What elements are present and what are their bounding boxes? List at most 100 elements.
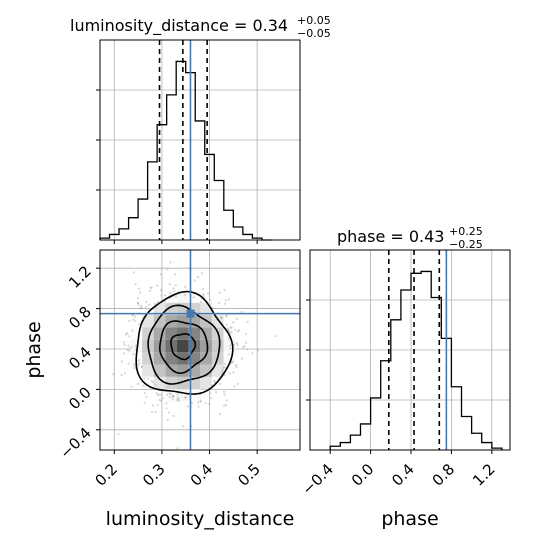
scatter-point [123, 343, 126, 346]
scatter-point [223, 362, 226, 365]
lumdist-histogram-step [99, 60, 272, 241]
scatter-point [222, 390, 226, 393]
scatter-point [171, 394, 174, 397]
scatter-point [140, 306, 143, 309]
scatter-point [160, 393, 163, 396]
scatter-point [207, 292, 210, 295]
histogram-layer [99, 60, 503, 450]
scatter-point [156, 300, 160, 303]
scatter-point [123, 372, 126, 375]
scatter-point [229, 326, 232, 329]
scatter-point [150, 411, 154, 414]
density-cell [223, 327, 236, 340]
density-cell [130, 339, 143, 353]
scatter-point [199, 399, 202, 402]
scatter-point [224, 299, 228, 302]
phase-xtick-label-0: −0.4 [299, 460, 337, 498]
scatter-point [137, 304, 140, 307]
scatter-point [221, 369, 224, 372]
joint-truth-marker [186, 309, 195, 318]
scatter-point [201, 288, 204, 291]
title-phase-label: phase [337, 227, 385, 246]
density-cell [153, 364, 166, 377]
scatter-point [233, 385, 236, 388]
scatter-point [166, 268, 169, 271]
scatter-point [231, 360, 235, 363]
density-cell [188, 389, 201, 402]
scatter-point [137, 363, 140, 366]
scatter-point [137, 287, 140, 290]
joint-ytick-label-3: 0.8 [65, 303, 95, 333]
scatter-point [137, 297, 140, 300]
scatter-point [143, 377, 146, 380]
density-cell [200, 327, 212, 340]
scatter-point [237, 330, 240, 333]
density-cell [211, 339, 224, 353]
scatter-point [159, 273, 162, 276]
scatter-point [154, 411, 157, 414]
scatter-point [163, 300, 166, 303]
scatter-point [241, 357, 244, 360]
phase-bin-15 [482, 443, 492, 450]
joint-xtick-label-0: 0.2 [92, 460, 122, 490]
density-cell [177, 290, 189, 303]
scatter-point [150, 286, 153, 289]
phase-bin-13 [462, 417, 472, 450]
title-phase-value: 0.43 [409, 227, 445, 246]
density-cell [200, 376, 212, 390]
lumdist-bin-5 [148, 162, 158, 240]
scatter-point [223, 373, 226, 376]
scatter-point [234, 328, 237, 331]
density-cell [188, 364, 201, 377]
phase-xtick-label-1: 0.0 [348, 460, 378, 490]
scatter-point [176, 447, 179, 450]
scatter-point [134, 315, 137, 318]
scatter-point [220, 316, 223, 319]
scatter-point [172, 395, 175, 398]
scatter-point [167, 411, 170, 414]
scatter-point [134, 345, 138, 348]
scatter-point [225, 314, 228, 317]
scatter-point [149, 289, 152, 292]
scatter-point [138, 323, 141, 326]
scatter-point [225, 315, 228, 318]
contour-3 [135, 290, 234, 395]
density-cell [211, 315, 224, 328]
phase-xtick-label-4: 1.2 [469, 460, 499, 490]
scatter-point [174, 284, 177, 287]
scatter-point [190, 402, 193, 405]
scatter-point [232, 343, 236, 346]
density-cell [165, 376, 178, 390]
scatter-point [123, 341, 126, 344]
scatter-point [132, 318, 135, 321]
scatter-point [136, 382, 140, 386]
scatter-point [157, 394, 160, 397]
lumdist-bin-10 [195, 121, 205, 240]
density-cell [188, 327, 201, 340]
density-cell [177, 389, 189, 402]
scatter-point [132, 271, 135, 274]
scatter-point [165, 407, 168, 410]
joint-xtick-label-1: 0.3 [139, 460, 169, 490]
scatter-point [171, 397, 174, 400]
text-layer: luminosity_distance = 0.34 +0.05 −0.05 p… [23, 14, 483, 530]
joint-xtick-label-2: 0.4 [187, 460, 217, 490]
scatter-point [169, 261, 172, 264]
scatter-point [236, 382, 240, 385]
density-cell [153, 352, 166, 365]
joint-frame [99, 249, 301, 451]
scatter-point [227, 298, 230, 301]
density-cell [177, 352, 189, 365]
density-cell [177, 376, 189, 390]
scatter-point [223, 365, 226, 368]
scatter-point [218, 412, 221, 415]
scatter-point [126, 332, 129, 335]
joint-ytick-label-0: −0.4 [56, 424, 94, 462]
scatter-point [168, 395, 171, 399]
scatter-point [129, 346, 132, 349]
scatter-point [227, 328, 230, 331]
lumdist-bin-4 [138, 199, 148, 240]
scatter-point [155, 391, 158, 395]
scatter-point [213, 381, 216, 384]
title-luminosity-distance-plus: +0.05 [297, 14, 331, 27]
